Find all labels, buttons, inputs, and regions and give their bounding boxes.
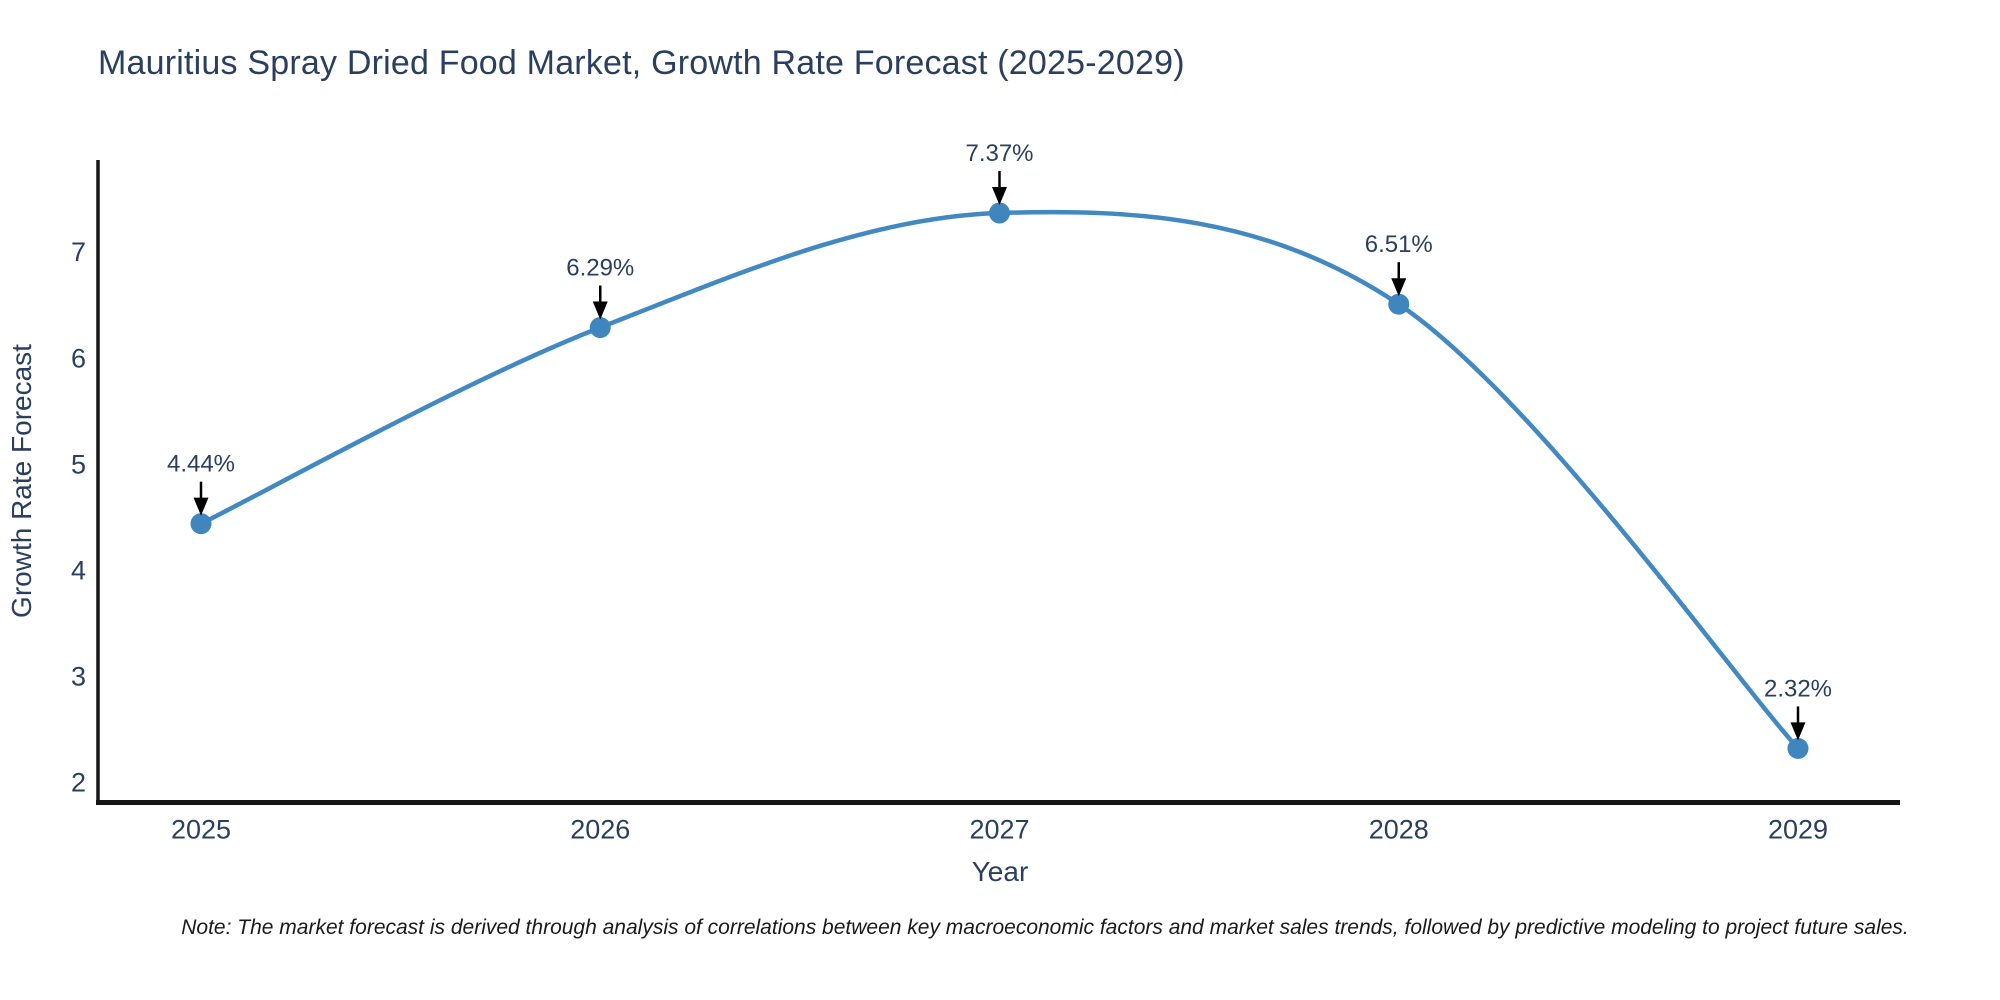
annotation-arrowhead — [1790, 722, 1806, 741]
data-point-marker[interactable] — [589, 317, 611, 339]
annotation-arrowhead — [193, 497, 209, 516]
y-tick-label: 4 — [71, 555, 86, 585]
point-annotation-label: 2.32% — [1764, 675, 1832, 702]
x-tick-label: 2027 — [969, 815, 1029, 845]
footnote: Note: The market forecast is derived thr… — [181, 916, 1909, 939]
x-tick-label: 2026 — [570, 815, 630, 845]
plot-area: 4.44% 6.29% 7.37% 6.51% 2.32% — [167, 140, 1832, 759]
y-tick-label: 6 — [71, 343, 86, 373]
data-point-marker[interactable] — [989, 202, 1010, 224]
x-tick-label: 2029 — [1768, 815, 1828, 845]
y-axis-title: Growth Rate Forecast — [6, 344, 37, 618]
point-annotation-label: 4.44% — [167, 451, 235, 478]
axes: 2 3 4 5 6 7 2025 2026 2027 2028 2029 — [71, 160, 1900, 845]
point-annotation-label: 7.37% — [965, 140, 1033, 167]
x-tick-label: 2028 — [1369, 815, 1429, 845]
annotation-arrowhead — [992, 187, 1007, 206]
point-annotation-label: 6.29% — [566, 255, 634, 282]
x-tick-label: 2025 — [171, 815, 231, 845]
series-line — [198, 209, 1801, 751]
data-point-marker[interactable] — [1388, 293, 1410, 315]
annotation-arrowhead — [1391, 278, 1407, 297]
y-tick-label: 2 — [71, 767, 86, 797]
data-point-marker[interactable] — [1787, 737, 1809, 759]
y-tick-label: 5 — [71, 449, 86, 479]
point-annotation-label: 6.51% — [1365, 231, 1433, 258]
y-tick-label: 7 — [71, 237, 86, 267]
chart-title: Mauritius Spray Dried Food Market, Growt… — [98, 44, 1185, 82]
annotation-arrowhead — [592, 301, 608, 320]
data-point-marker[interactable] — [190, 513, 212, 535]
chart-canvas[interactable]: 2 3 4 5 6 7 2025 2026 2027 2028 2029 4.44% 6.29% 7.3… — [0, 0, 2000, 900]
x-axis-title: Year — [972, 856, 1029, 887]
y-tick-label: 3 — [71, 661, 86, 691]
